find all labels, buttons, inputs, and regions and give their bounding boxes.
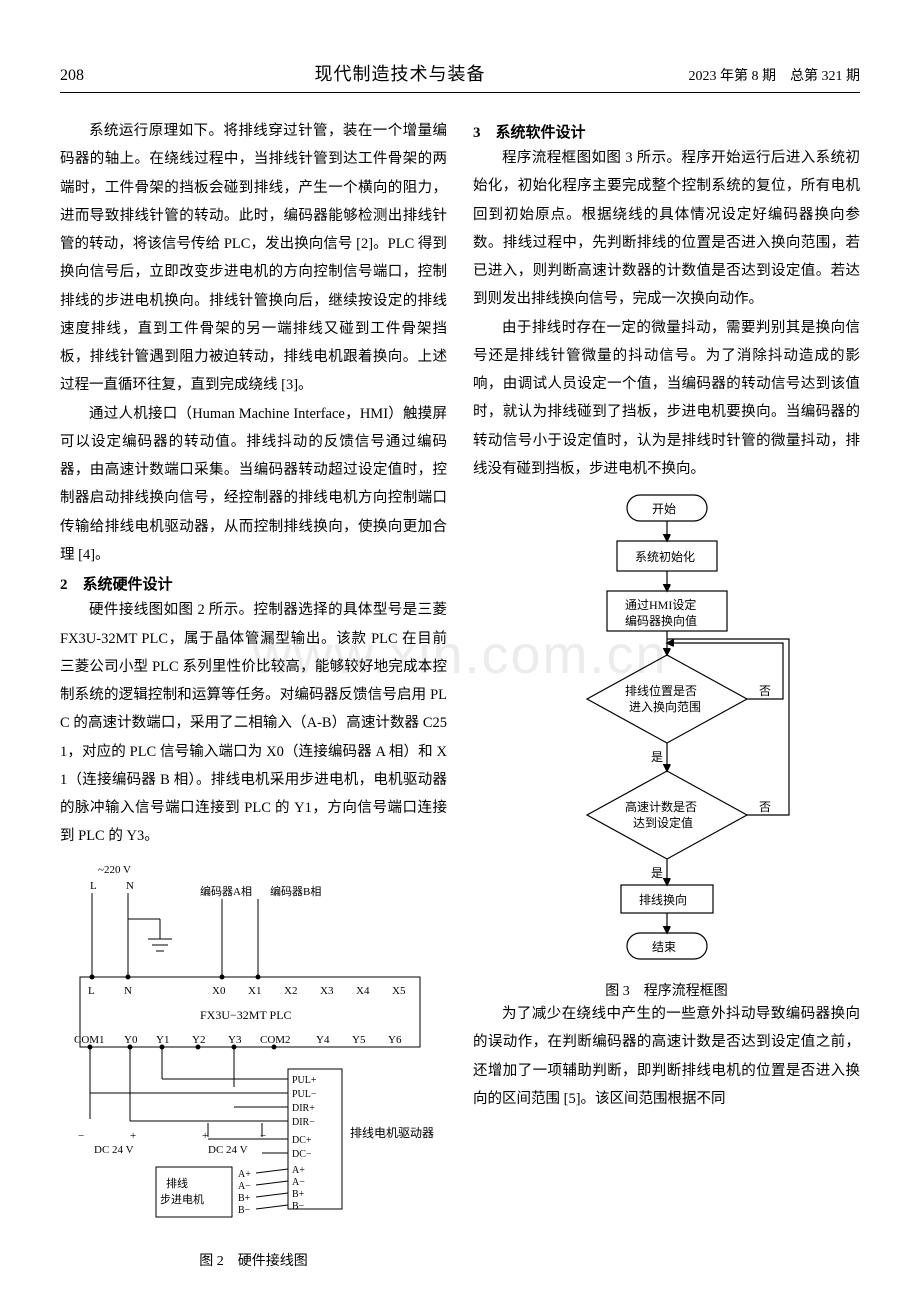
svg-text:X2: X2 xyxy=(284,985,297,997)
svg-text:A+: A+ xyxy=(292,1165,305,1176)
svg-text:编码器B相: 编码器B相 xyxy=(270,884,321,898)
para-jitter: 由于排线时存在一定的微量抖动，需要判别其是换向信号还是排线针管微量的抖动信号。为… xyxy=(473,314,860,484)
svg-text:X4: X4 xyxy=(356,985,370,997)
svg-text:Y1: Y1 xyxy=(156,1034,169,1046)
svg-text:排线电机驱动器: 排线电机驱动器 xyxy=(350,1126,434,1140)
section-2-heading: 2 系统硬件设计 xyxy=(60,573,447,594)
svg-text:排线换向: 排线换向 xyxy=(639,892,687,907)
svg-text:PUL+: PUL+ xyxy=(292,1075,317,1086)
fig3-caption: 图 3 程序流程框图 xyxy=(473,980,860,1000)
svg-text:排线位置是否: 排线位置是否 xyxy=(625,683,697,698)
svg-text:L: L xyxy=(88,985,95,997)
svg-text:COM2: COM2 xyxy=(260,1034,291,1046)
svg-text:DC−: DC− xyxy=(292,1149,312,1160)
svg-text:B+: B+ xyxy=(292,1189,305,1200)
svg-text:Y3: Y3 xyxy=(228,1034,242,1046)
journal-title: 现代制造技术与装备 xyxy=(180,60,620,86)
svg-text:编码器A相: 编码器A相 xyxy=(200,884,252,898)
svg-text:X5: X5 xyxy=(392,985,406,997)
svg-text:−: − xyxy=(260,1130,266,1142)
para-flow-intro: 程序流程框图如图 3 所示。程序开始运行后进入系统初始化，初始化程序主要完成整个… xyxy=(473,144,860,314)
svg-text:Y5: Y5 xyxy=(352,1034,366,1046)
svg-text:+: + xyxy=(130,1130,136,1142)
svg-text:系统初始化: 系统初始化 xyxy=(635,550,695,564)
svg-text:DC 24 V: DC 24 V xyxy=(94,1144,134,1156)
svg-text:A−: A− xyxy=(292,1177,305,1188)
svg-text:~220 V: ~220 V xyxy=(98,864,131,876)
svg-text:步进电机: 步进电机 xyxy=(160,1192,204,1206)
svg-text:高速计数是否: 高速计数是否 xyxy=(625,799,697,814)
issue-info: 2023 年第 8 期 总第 321 期 xyxy=(620,65,860,85)
svg-text:DIR+: DIR+ xyxy=(292,1103,315,1114)
svg-text:FX3U−32MT PLC: FX3U−32MT PLC xyxy=(200,1008,292,1022)
svg-text:A−: A− xyxy=(238,1181,251,1192)
left-column: 系统运行原理如下。将排线穿过针管，装在一个增量编码器的轴上。在绕线过程中，当排线… xyxy=(60,117,447,1270)
svg-text:A+: A+ xyxy=(238,1169,251,1180)
svg-text:N: N xyxy=(124,985,132,997)
svg-text:DC 24 V: DC 24 V xyxy=(208,1144,248,1156)
para-aux-judge: 为了减少在绕线中产生的一些意外抖动导致编码器换向的误动作，在判断编码器的高速计数… xyxy=(473,1000,860,1113)
svg-text:−: − xyxy=(78,1130,84,1142)
fig2-caption: 图 2 硬件接线图 xyxy=(60,1250,447,1270)
figure-2-wiring: ~220 V L N 编码器A相 编码器B相 FX3U−32MT PLC LN … xyxy=(60,859,447,1270)
svg-text:X3: X3 xyxy=(320,985,334,997)
page-number: 208 xyxy=(60,67,180,85)
svg-text:X1: X1 xyxy=(248,985,261,997)
para-hmi: 通过人机接口（Human Machine Interface，HMI）触摸屏可以… xyxy=(60,400,447,570)
svg-text:DIR−: DIR− xyxy=(292,1117,315,1128)
svg-text:COM1: COM1 xyxy=(74,1034,105,1046)
svg-text:结束: 结束 xyxy=(652,940,676,954)
svg-text:是: 是 xyxy=(651,866,663,880)
svg-text:排线: 排线 xyxy=(166,1176,188,1190)
svg-text:+: + xyxy=(202,1130,208,1142)
svg-text:B−: B− xyxy=(238,1205,251,1216)
svg-text:PUL−: PUL− xyxy=(292,1089,317,1100)
section-3-heading: 3 系统软件设计 xyxy=(473,121,860,142)
svg-text:Y0: Y0 xyxy=(124,1034,138,1046)
right-column: 3 系统软件设计 程序流程框图如图 3 所示。程序开始运行后进入系统初始化，初始… xyxy=(473,117,860,1270)
page-header: 208 现代制造技术与装备 2023 年第 8 期 总第 321 期 xyxy=(60,60,860,93)
svg-text:X0: X0 xyxy=(212,985,226,997)
svg-text:DC+: DC+ xyxy=(292,1135,312,1146)
svg-text:达到设定值: 达到设定值 xyxy=(633,815,693,830)
svg-text:编码器换向值: 编码器换向值 xyxy=(625,613,697,628)
svg-text:否: 否 xyxy=(759,800,771,814)
para-principle: 系统运行原理如下。将排线穿过针管，装在一个增量编码器的轴上。在绕线过程中，当排线… xyxy=(60,117,447,400)
svg-text:通过HMI设定: 通过HMI设定 xyxy=(625,597,696,612)
svg-text:否: 否 xyxy=(759,684,771,698)
svg-text:进入换向范围: 进入换向范围 xyxy=(629,699,701,714)
figure-3-flowchart: 开始 系统初始化 通过HMI设定 编码器换向值 排线位置是否 进入换向范围 否 … xyxy=(473,489,860,1000)
svg-text:开始: 开始 xyxy=(652,502,676,516)
svg-text:L: L xyxy=(90,880,97,892)
svg-text:是: 是 xyxy=(651,750,663,764)
svg-text:Y2: Y2 xyxy=(192,1034,205,1046)
svg-text:Y6: Y6 xyxy=(388,1034,402,1046)
svg-text:N: N xyxy=(126,880,134,892)
svg-text:B+: B+ xyxy=(238,1193,251,1204)
svg-text:B−: B− xyxy=(292,1201,305,1212)
svg-text:Y4: Y4 xyxy=(316,1034,330,1046)
para-hardware: 硬件接线图如图 2 所示。控制器选择的具体型号是三菱 FX3U-32MT PLC… xyxy=(60,596,447,850)
